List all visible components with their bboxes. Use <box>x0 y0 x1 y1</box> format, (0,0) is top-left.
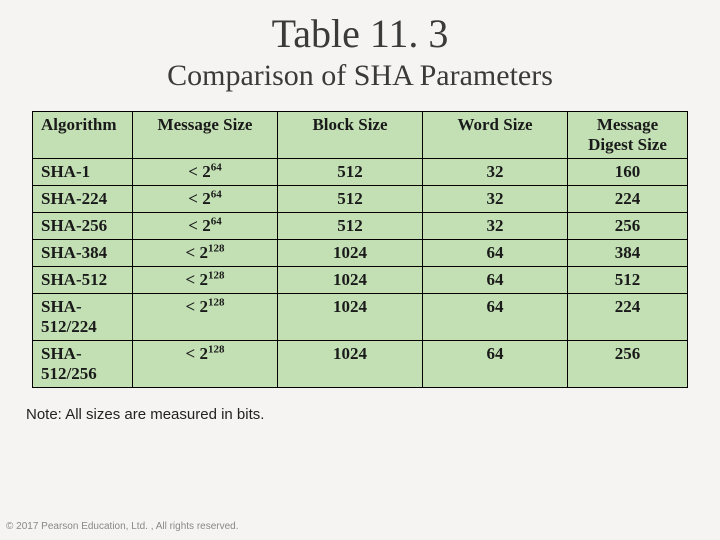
cell-digest-size: 160 <box>568 159 688 186</box>
col-header-algorithm: Algorithm <box>33 112 133 159</box>
cell-digest-size: 384 <box>568 240 688 267</box>
table-row: SHA-224< 26451232224 <box>33 186 688 213</box>
cell-message-size: < 264 <box>133 159 278 186</box>
cell-block-size: 1024 <box>278 341 423 388</box>
cell-message-size: < 2128 <box>133 294 278 341</box>
cell-block-size: 512 <box>278 159 423 186</box>
copyright-text: © 2017 Pearson Education, Ltd. , All rig… <box>6 521 239 532</box>
cell-digest-size: 224 <box>568 294 688 341</box>
cell-block-size: 1024 <box>278 294 423 341</box>
col-header-word-size: Word Size <box>423 112 568 159</box>
cell-block-size: 512 <box>278 213 423 240</box>
cell-algorithm: SHA-224 <box>33 186 133 213</box>
slide-subtitle: Comparison of SHA Parameters <box>20 59 700 93</box>
cell-digest-size: 224 <box>568 186 688 213</box>
cell-message-size: < 2128 <box>133 341 278 388</box>
col-header-message-size: Message Size <box>133 112 278 159</box>
cell-digest-size: 256 <box>568 213 688 240</box>
cell-word-size: 64 <box>423 240 568 267</box>
cell-word-size: 32 <box>423 186 568 213</box>
cell-algorithm: SHA-1 <box>33 159 133 186</box>
table-header: Algorithm Message Size Block Size Word S… <box>33 112 688 159</box>
table-row: SHA-256< 26451232256 <box>33 213 688 240</box>
slide: Table 11. 3 Comparison of SHA Parameters… <box>0 0 720 540</box>
cell-algorithm: SHA-512/224 <box>33 294 133 341</box>
table-body: SHA-1< 26451232160SHA-224< 26451232224SH… <box>33 159 688 388</box>
cell-block-size: 1024 <box>278 267 423 294</box>
cell-algorithm: SHA-384 <box>33 240 133 267</box>
cell-algorithm: SHA-512 <box>33 267 133 294</box>
table-row: SHA-384< 2128102464384 <box>33 240 688 267</box>
sha-table: Algorithm Message Size Block Size Word S… <box>32 111 688 388</box>
cell-algorithm: SHA-512/256 <box>33 341 133 388</box>
cell-word-size: 32 <box>423 159 568 186</box>
table-row: SHA-512/224< 2128102464224 <box>33 294 688 341</box>
cell-message-size: < 264 <box>133 186 278 213</box>
col-header-block-size: Block Size <box>278 112 423 159</box>
note-text: Note: All sizes are measured in bits. <box>26 406 700 423</box>
cell-word-size: 64 <box>423 267 568 294</box>
cell-word-size: 64 <box>423 341 568 388</box>
table-row: SHA-512/256< 2128102464256 <box>33 341 688 388</box>
table-row: SHA-512< 2128102464512 <box>33 267 688 294</box>
cell-block-size: 1024 <box>278 240 423 267</box>
cell-message-size: < 2128 <box>133 240 278 267</box>
cell-word-size: 32 <box>423 213 568 240</box>
cell-block-size: 512 <box>278 186 423 213</box>
cell-message-size: < 2128 <box>133 267 278 294</box>
table-row: SHA-1< 26451232160 <box>33 159 688 186</box>
col-header-digest-size: Message Digest Size <box>568 112 688 159</box>
cell-algorithm: SHA-256 <box>33 213 133 240</box>
cell-digest-size: 256 <box>568 341 688 388</box>
cell-digest-size: 512 <box>568 267 688 294</box>
cell-word-size: 64 <box>423 294 568 341</box>
slide-title: Table 11. 3 <box>20 10 700 57</box>
cell-message-size: < 264 <box>133 213 278 240</box>
